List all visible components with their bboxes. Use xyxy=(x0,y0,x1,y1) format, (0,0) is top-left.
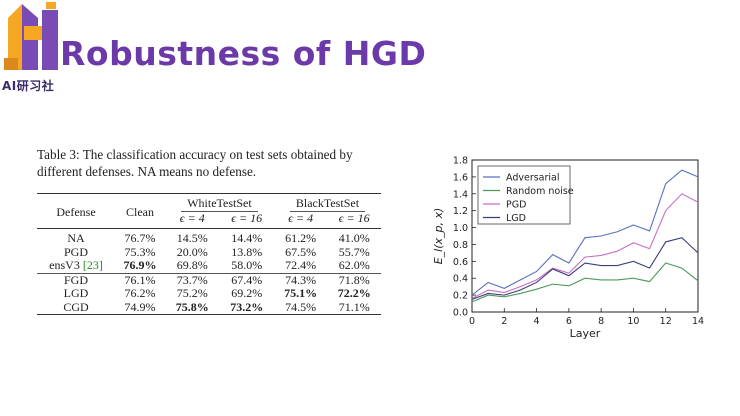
header-white: WhiteTestSet xyxy=(181,196,258,212)
cell-white-eps4: 69.8% xyxy=(176,258,208,272)
header-clean: Clean xyxy=(126,204,155,219)
legend-label: Random noise xyxy=(506,186,574,197)
table-caption: Table 3: The classification accuracy on … xyxy=(37,147,353,179)
logo-text: AI研习社 xyxy=(2,79,55,93)
cell-black-eps16: 41.0% xyxy=(338,231,370,245)
results-table: Defense Clean WhiteTestSet BlackTestSet … xyxy=(37,193,381,315)
cell-white-eps4: 20.0% xyxy=(176,244,208,259)
cell-white-eps16: 58.0% xyxy=(231,258,263,272)
cell-clean: 76.2% xyxy=(124,286,156,300)
layer-error-chart: 0.0 0.2 0.4 0.6 0.8 1.0 1.2 1.4 1.6 1.8 0 2 4 6 8 10 12 1… xyxy=(420,150,720,345)
best-value: 73.2% xyxy=(230,299,264,314)
best-value: 76.9% xyxy=(123,258,157,272)
y-tick-label: 0.2 xyxy=(453,291,468,302)
cell-black-eps4: 61.2% xyxy=(285,231,317,245)
cell-white-eps16: 14.4% xyxy=(231,231,263,245)
y-tick-label: 1.2 xyxy=(453,206,468,217)
series-line-pgd xyxy=(471,193,699,299)
cell-black-eps4: 72.4% xyxy=(285,258,317,272)
cell-white-eps16: 67.4% xyxy=(231,272,263,287)
y-tick-label: 1.6 xyxy=(453,172,468,183)
cell-black-eps4: 74.5% xyxy=(285,299,317,314)
plot-frame xyxy=(471,159,699,313)
series-line-adversarial xyxy=(471,169,699,296)
cell-black-eps16: 72.2% xyxy=(327,286,381,301)
cell-black-eps16: 71.8% xyxy=(338,272,370,287)
table-row: CGD 74.9% 75.8% 73.2% 74.5% 71.1% xyxy=(37,299,381,315)
cell-defense: NA xyxy=(67,231,85,245)
y-tick-label: 0.0 xyxy=(453,308,468,319)
x-tick-label: 0 xyxy=(469,316,475,327)
table-row: ensV3 [23] 76.9% 69.8% 58.0% 72.4% 62.0% xyxy=(37,258,381,273)
cell-white-eps4: 75.8% xyxy=(165,299,219,315)
y-tick-label: 0.4 xyxy=(453,274,468,285)
header-black-eps4: ϵ = 4 xyxy=(288,210,314,225)
cell-defense: LGD xyxy=(63,286,89,300)
cell-black-eps16: 62.0% xyxy=(338,258,370,272)
header-defense: Defense xyxy=(56,204,96,219)
cell-white-eps16: 69.2% xyxy=(231,286,263,300)
best-value: 75.8% xyxy=(175,299,209,314)
best-value: 75.1% xyxy=(284,286,318,300)
legend-label: Adversarial xyxy=(506,173,560,184)
cell-clean: 76.1% xyxy=(124,272,156,287)
table-row: LGD 76.2% 75.2% 69.2% 75.1% 72.2% xyxy=(37,286,381,301)
x-tick-label: 2 xyxy=(501,316,507,327)
legend-label: LGD xyxy=(506,213,526,224)
cell-defense: ensV3 [23] xyxy=(37,258,115,273)
legend-label: PGD xyxy=(506,200,526,211)
x-tick-label: 10 xyxy=(627,316,639,327)
table-row: FGD 76.1% 73.7% 67.4% 74.3% 71.8% xyxy=(37,273,381,287)
cell-white-eps4: 73.7% xyxy=(176,272,208,287)
cell-white-eps4: 14.5% xyxy=(176,231,208,245)
y-tick-label: 1.0 xyxy=(453,223,468,234)
cell-clean: 75.3% xyxy=(124,244,156,259)
series-line-random-noise xyxy=(471,262,699,303)
x-tick-label: 14 xyxy=(692,316,704,327)
table-row: PGD 75.3% 20.0% 13.8% 67.5% 55.7% xyxy=(37,244,381,260)
x-tick-label: 8 xyxy=(598,316,604,327)
slide-title: Robustness of HGD xyxy=(60,34,427,73)
cell-black-eps16: 71.1% xyxy=(338,299,370,314)
y-tick-label: 1.8 xyxy=(453,156,468,167)
table-row: NA 76.7% 14.5% 14.4% 61.2% 41.0% xyxy=(37,229,381,246)
x-axis-label: Layer xyxy=(570,327,601,340)
y-tick-label: 0.6 xyxy=(453,257,468,268)
chart-svg: 0.0 0.2 0.4 0.6 0.8 1.0 1.2 1.4 1.6 1.8 0 2 4 6 8 10 12 1… xyxy=(432,156,704,341)
cell-defense: PGD xyxy=(63,244,88,259)
x-tick-label: 6 xyxy=(566,316,572,327)
cell-clean: 76.9% xyxy=(115,258,165,273)
legend-box xyxy=(477,165,571,225)
header-white-eps4: ϵ = 4 xyxy=(179,210,205,225)
y-tick-label: 0.8 xyxy=(453,240,468,251)
y-tick-label: 1.4 xyxy=(453,189,468,200)
cell-clean: 74.9% xyxy=(124,299,156,314)
best-value: 72.2% xyxy=(337,286,371,300)
cell-defense: FGD xyxy=(63,272,88,287)
series-line-lgd xyxy=(471,237,699,300)
cell-black-eps4: 75.1% xyxy=(274,286,328,301)
ai-yanxishe-logo xyxy=(0,0,66,98)
cell-black-eps16: 55.7% xyxy=(338,244,370,259)
header-white-eps16: ϵ = 16 xyxy=(231,210,263,225)
citation-link[interactable]: [23] xyxy=(82,258,103,272)
defense-name: ensV3 xyxy=(49,258,80,272)
y-axis-label: E_l(x_p, x) xyxy=(432,208,445,265)
header-black-eps16: ϵ = 16 xyxy=(338,210,370,225)
cell-white-eps16: 13.8% xyxy=(231,244,263,259)
x-tick-label: 4 xyxy=(534,316,540,327)
cell-clean: 76.7% xyxy=(124,231,156,245)
cell-black-eps4: 67.5% xyxy=(285,244,317,259)
cell-defense: CGD xyxy=(63,299,89,314)
cell-white-eps4: 75.2% xyxy=(176,286,208,300)
header-black: BlackTestSet xyxy=(289,196,366,212)
cell-white-eps16: 73.2% xyxy=(219,299,273,315)
x-tick-label: 12 xyxy=(660,316,672,327)
cell-black-eps4: 74.3% xyxy=(285,272,317,287)
